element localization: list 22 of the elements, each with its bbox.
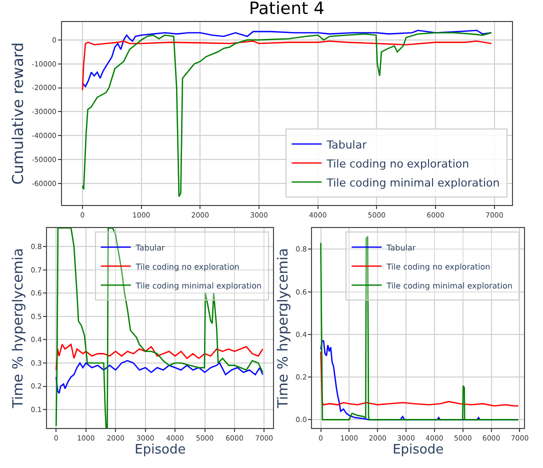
legend-label: Tabular (386, 243, 416, 252)
legend-label: Tile coding no exploration (326, 157, 470, 170)
y-axis-title: Time % hyperglycemia (275, 248, 292, 410)
legend-label: Tabular (326, 138, 368, 152)
x-axis-title: Episode (392, 442, 444, 458)
line-series (56, 344, 264, 371)
line-series (56, 228, 264, 428)
line-series (320, 350, 519, 406)
legend-label: Tile coding minimal exploration (134, 281, 262, 290)
legend-label: Tabular (134, 243, 166, 252)
line-series (320, 236, 519, 420)
legend-label: Tile coding no exploration (386, 262, 490, 272)
x-axis-title: Episode (134, 442, 186, 458)
line-series (56, 360, 264, 394)
line-series (82, 30, 492, 88)
chart-title: Patient 4 (249, 0, 324, 19)
legend-label: Tile coding minimal exploration (326, 176, 500, 190)
line-series (82, 40, 492, 91)
legend-label: Tile coding no exploration (134, 262, 240, 272)
y-axis-title: Cumulative reward (8, 42, 27, 185)
y-axis-title: Time % hyperglycemia (10, 248, 26, 410)
legend-label: Tile coding minimal exploration (386, 281, 512, 290)
